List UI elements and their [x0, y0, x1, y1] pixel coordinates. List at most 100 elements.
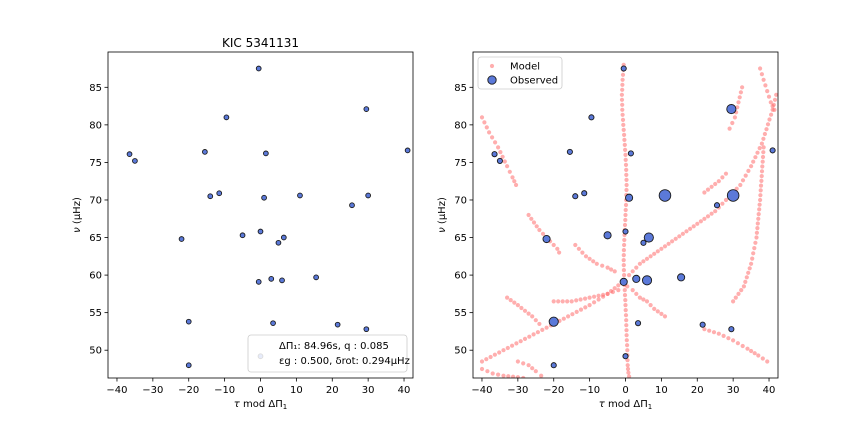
- model-point: [521, 375, 526, 378]
- model-point: [623, 162, 629, 167]
- model-point: [757, 207, 762, 212]
- observed-point: [542, 234, 551, 244]
- observed-point: [713, 202, 721, 209]
- model-point: [626, 370, 631, 375]
- model-point: [600, 263, 605, 268]
- model-point: [757, 202, 762, 207]
- model-point: [624, 323, 629, 328]
- observed-point: [363, 106, 370, 112]
- model-point: [505, 345, 510, 351]
- model-point: [738, 182, 743, 188]
- model-point: [531, 220, 537, 225]
- model-point: [587, 295, 592, 300]
- model-point: [732, 115, 738, 120]
- model-point: [537, 227, 542, 233]
- x-tick-label: −20: [543, 385, 564, 396]
- model-point: [723, 197, 729, 203]
- model-point: [596, 297, 601, 302]
- model-point: [688, 226, 693, 231]
- model-point: [515, 303, 521, 308]
- model-point: [521, 361, 526, 366]
- observed-point: [275, 239, 282, 246]
- model-point: [620, 112, 625, 117]
- model-point: [743, 173, 748, 178]
- model-point: [493, 140, 498, 145]
- model-point: [531, 332, 536, 337]
- model-point: [533, 369, 538, 374]
- model-point: [506, 374, 511, 378]
- model-point: [625, 366, 631, 372]
- model-point: [738, 90, 744, 95]
- model-point: [591, 259, 596, 264]
- model-point: [583, 296, 588, 301]
- model-point: [620, 82, 625, 87]
- model-point: [601, 292, 606, 297]
- observed-point: [677, 273, 686, 282]
- model-point: [621, 253, 626, 258]
- model-point: [576, 246, 582, 251]
- left-chart-title: KIC 5341131: [222, 36, 299, 50]
- model-point: [758, 183, 764, 188]
- model-point: [621, 127, 626, 132]
- model-point: [751, 251, 756, 256]
- model-point: [557, 250, 562, 255]
- model-point: [530, 366, 535, 371]
- model-point: [634, 265, 639, 270]
- model-point: [749, 164, 754, 169]
- model-point: [622, 222, 628, 228]
- observed-point: [185, 362, 192, 369]
- model-point: [705, 187, 711, 192]
- model-point: [570, 312, 575, 317]
- model-point: [620, 102, 625, 107]
- model-point: [758, 197, 763, 203]
- model-point: [731, 338, 736, 343]
- observed-point: [257, 228, 264, 235]
- model-point: [539, 373, 544, 378]
- model-point: [621, 122, 626, 127]
- model-point: [670, 239, 675, 244]
- model-point: [769, 112, 774, 117]
- y-tick-label: 70: [454, 195, 467, 206]
- model-point: [630, 288, 635, 293]
- model-point: [623, 207, 628, 213]
- model-point: [621, 268, 627, 273]
- model-point: [727, 126, 732, 131]
- observed-point: [643, 232, 654, 243]
- observed-point: [365, 192, 371, 199]
- model-point: [500, 154, 505, 159]
- model-point: [561, 316, 566, 321]
- model-point: [578, 307, 584, 312]
- model-point: [605, 291, 610, 296]
- model-point: [743, 279, 748, 284]
- model-point: [756, 212, 761, 217]
- observed-point: [627, 150, 634, 157]
- model-point: [497, 350, 502, 355]
- model-point: [745, 346, 750, 351]
- model-point: [622, 242, 627, 248]
- model-point: [622, 273, 627, 278]
- model-point: [616, 283, 621, 288]
- y-tick-label: 65: [89, 233, 102, 244]
- model-point: [502, 159, 507, 164]
- model-point: [623, 152, 628, 157]
- model-point: [772, 107, 777, 112]
- observed-point: [625, 193, 634, 202]
- model-point: [479, 366, 485, 372]
- model-point: [616, 288, 621, 293]
- model-point: [490, 135, 495, 140]
- model-point: [534, 224, 539, 229]
- model-point: [698, 219, 704, 224]
- model-point: [705, 214, 711, 219]
- model-point: [510, 175, 515, 180]
- y-tick-label: 60: [454, 271, 467, 282]
- model-point: [637, 295, 643, 300]
- observed-point: [185, 318, 192, 325]
- x-tick-label: −30: [507, 385, 528, 396]
- model-point: [622, 132, 627, 137]
- observed-point: [640, 239, 647, 246]
- model-point: [763, 83, 768, 88]
- observed-point: [255, 279, 262, 285]
- observed-point: [297, 192, 303, 199]
- model-point: [767, 117, 772, 122]
- x-tick-label: −40: [471, 385, 492, 396]
